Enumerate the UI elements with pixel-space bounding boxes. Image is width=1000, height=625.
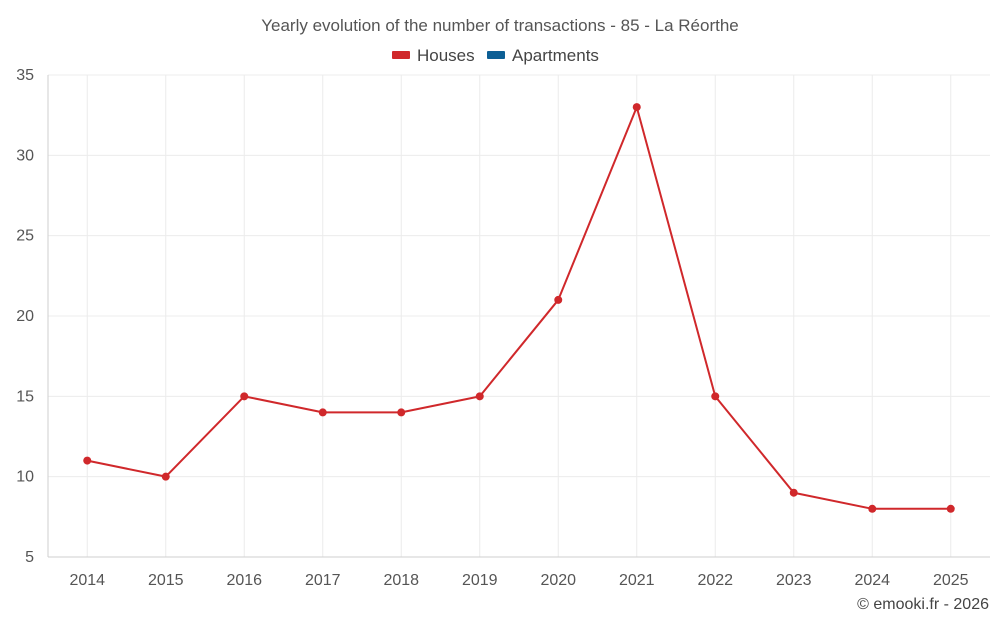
series-line-houses xyxy=(87,106,951,510)
y-axis-ticks: 5 10 15 20 25 30 35 xyxy=(16,67,34,566)
x-axis-ticks: 2014 2015 2016 2017 2018 2019 2020 2021 2022 2023… xyxy=(69,572,968,589)
data-point-houses-2025[interactable] xyxy=(946,504,955,513)
data-point-houses-2024[interactable] xyxy=(868,504,877,513)
x-tick-label: 2018 xyxy=(383,572,419,589)
legend-item-houses[interactable]: Houses xyxy=(392,46,475,65)
y-tick-label: 5 xyxy=(25,549,34,566)
x-tick-label: 2015 xyxy=(148,572,184,589)
legend-label-houses: Houses xyxy=(417,46,475,65)
x-tick-label: 2016 xyxy=(226,572,262,589)
data-point-houses-2019[interactable] xyxy=(475,392,484,401)
data-point-houses-2015[interactable] xyxy=(161,472,170,481)
x-tick-label: 2020 xyxy=(540,572,576,589)
y-tick-label: 10 xyxy=(16,469,34,486)
y-tick-label: 30 xyxy=(16,147,34,164)
data-point-houses-2021[interactable] xyxy=(632,103,641,112)
legend: Houses Apartments xyxy=(392,46,599,65)
x-tick-label: 2025 xyxy=(933,572,969,589)
data-point-houses-2016[interactable] xyxy=(240,392,249,401)
data-point-houses-2018[interactable] xyxy=(397,408,406,417)
chart-title: Yearly evolution of the number of transa… xyxy=(261,16,739,35)
x-tick-label: 2024 xyxy=(854,572,890,589)
gridlines xyxy=(48,74,990,557)
series-houses xyxy=(83,103,955,513)
x-tick-label: 2014 xyxy=(69,572,105,589)
x-tick-label: 2021 xyxy=(619,572,655,589)
data-point-houses-2020[interactable] xyxy=(554,295,563,304)
legend-swatch-apartments xyxy=(487,51,505,59)
x-tick-label: 2023 xyxy=(776,572,812,589)
data-point-houses-2022[interactable] xyxy=(711,392,720,401)
data-point-houses-2014[interactable] xyxy=(83,456,92,465)
x-tick-label: 2019 xyxy=(462,572,498,589)
credit-text: © emooki.fr - 2026 xyxy=(857,596,989,613)
legend-label-apartments: Apartments xyxy=(512,46,599,65)
axes xyxy=(47,75,990,558)
data-point-houses-2017[interactable] xyxy=(318,408,327,417)
y-tick-label: 35 xyxy=(16,67,34,84)
y-tick-label: 15 xyxy=(16,388,34,405)
legend-swatch-houses xyxy=(392,51,410,59)
data-point-houses-2023[interactable] xyxy=(789,488,798,497)
y-tick-label: 25 xyxy=(16,228,34,245)
legend-item-apartments[interactable]: Apartments xyxy=(487,46,599,65)
y-tick-label: 20 xyxy=(16,308,34,325)
x-tick-label: 2017 xyxy=(305,572,341,589)
x-tick-label: 2022 xyxy=(697,572,733,589)
